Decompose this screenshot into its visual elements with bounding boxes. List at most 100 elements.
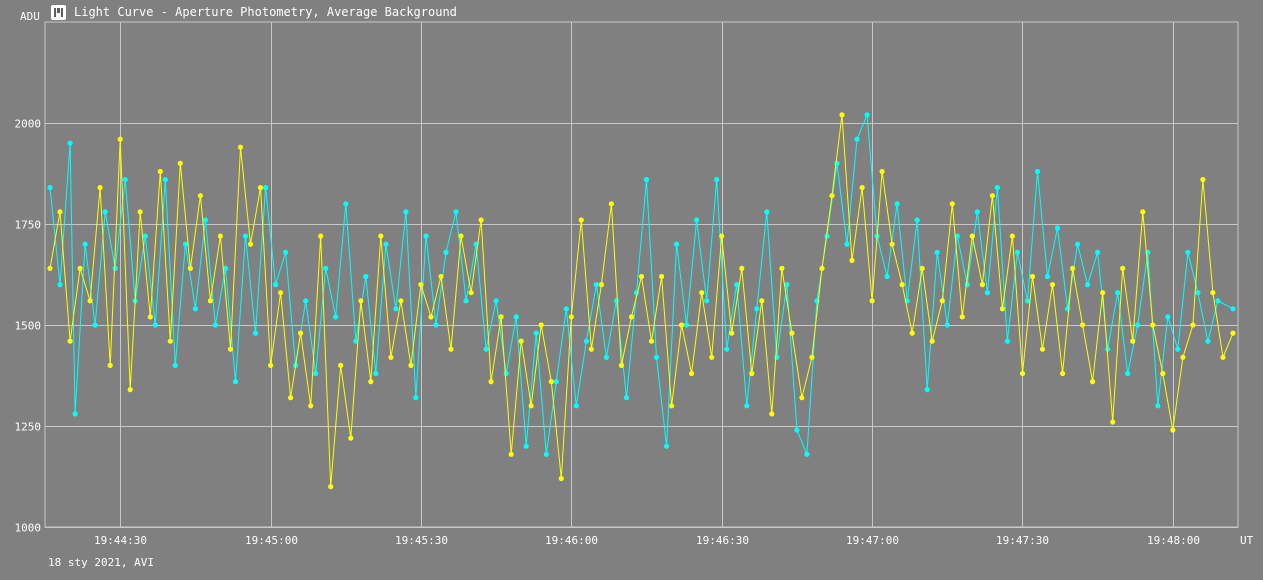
data-point xyxy=(924,387,930,393)
data-point xyxy=(669,403,675,409)
data-point xyxy=(704,298,710,304)
data-point xyxy=(799,395,805,401)
data-point xyxy=(328,484,334,490)
data-point xyxy=(1080,322,1086,328)
series-1 xyxy=(47,112,1236,457)
data-point xyxy=(443,249,449,255)
data-point xyxy=(202,217,208,223)
data-point xyxy=(283,249,289,255)
grid-lines xyxy=(44,21,1239,528)
data-point xyxy=(689,370,695,377)
data-point xyxy=(1155,403,1161,409)
data-point xyxy=(508,451,514,457)
data-point xyxy=(147,314,153,320)
data-point xyxy=(488,379,494,385)
data-point xyxy=(242,233,249,239)
data-point xyxy=(769,411,775,417)
data-point xyxy=(47,265,53,271)
data-point xyxy=(232,379,239,385)
data-point xyxy=(1039,346,1046,352)
data-point xyxy=(964,282,970,288)
data-point xyxy=(664,443,670,449)
data-point xyxy=(809,354,815,360)
data-point xyxy=(1049,282,1056,288)
x-tick-label: 19:47:00 xyxy=(846,534,899,547)
data-point xyxy=(558,475,564,482)
data-point xyxy=(1024,298,1031,304)
data-point xyxy=(207,298,213,304)
data-point xyxy=(403,209,409,215)
data-point xyxy=(794,427,800,433)
data-point xyxy=(1115,290,1121,296)
data-point xyxy=(1210,290,1216,296)
data-point xyxy=(453,209,459,215)
data-point xyxy=(618,362,625,368)
x-tick-label: 19:46:30 xyxy=(696,534,749,547)
data-point xyxy=(613,298,620,304)
data-point xyxy=(423,233,429,239)
data-point xyxy=(268,362,274,368)
data-point xyxy=(1170,427,1176,433)
data-point xyxy=(1180,354,1186,360)
data-point xyxy=(1190,322,1196,328)
data-point xyxy=(383,241,389,247)
data-point xyxy=(739,265,745,271)
data-point xyxy=(338,362,344,368)
data-point xyxy=(944,322,950,328)
data-point xyxy=(714,177,720,183)
data-point xyxy=(1044,273,1051,280)
series-line xyxy=(49,114,1234,455)
data-point xyxy=(553,379,559,385)
data-point xyxy=(854,136,860,142)
data-point xyxy=(1160,370,1166,377)
data-point xyxy=(1120,265,1126,271)
x-tick-label: 19:47:30 xyxy=(996,534,1049,547)
data-point xyxy=(894,201,900,207)
data-point xyxy=(1175,346,1181,352)
data-point xyxy=(849,257,855,263)
data-point xyxy=(979,282,986,288)
x-tick-label: 19:44:30 xyxy=(94,534,147,547)
data-point xyxy=(1095,249,1101,255)
data-point xyxy=(959,314,965,320)
data-point xyxy=(87,298,93,304)
data-point xyxy=(1215,298,1221,304)
data-point xyxy=(1140,209,1146,215)
data-point xyxy=(303,298,309,304)
data-point xyxy=(879,168,885,175)
data-point xyxy=(674,241,680,247)
data-point xyxy=(498,314,504,320)
data-point xyxy=(934,249,940,255)
data-point xyxy=(543,451,549,457)
data-point xyxy=(779,265,785,271)
data-point xyxy=(323,265,329,271)
data-point xyxy=(749,370,755,377)
data-point xyxy=(67,140,73,146)
data-point xyxy=(458,233,464,239)
data-point xyxy=(919,265,925,271)
y-tick-label: 1000 xyxy=(15,522,42,535)
data-point xyxy=(513,314,519,320)
data-point xyxy=(859,185,865,191)
data-point xyxy=(127,387,133,393)
data-point xyxy=(889,241,895,247)
series-line xyxy=(49,114,1234,487)
data-point xyxy=(954,233,960,239)
series-2 xyxy=(47,112,1236,490)
data-point xyxy=(408,362,414,368)
data-point xyxy=(744,403,750,409)
data-point xyxy=(1054,225,1061,231)
data-point xyxy=(914,217,920,223)
data-point xyxy=(829,193,835,199)
data-point xyxy=(82,241,88,247)
data-point xyxy=(448,346,454,352)
data-point xyxy=(548,379,554,385)
app-logo-icon[interactable] xyxy=(51,4,66,20)
data-point xyxy=(608,201,615,207)
data-point xyxy=(643,177,650,183)
data-point xyxy=(308,403,314,409)
data-point xyxy=(1185,249,1191,255)
data-point xyxy=(538,322,544,328)
data-point xyxy=(1195,290,1201,296)
data-point xyxy=(298,330,304,336)
